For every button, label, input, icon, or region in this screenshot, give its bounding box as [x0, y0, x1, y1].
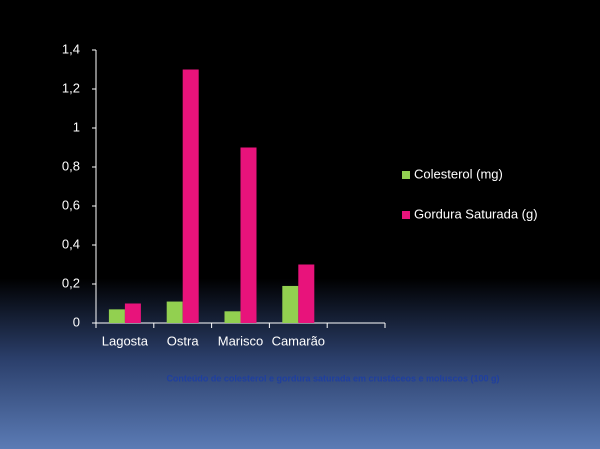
legend-swatch	[402, 171, 410, 179]
y-tick-label: 0,2	[62, 275, 80, 290]
legend-label: Gordura Saturada (g)	[414, 206, 538, 221]
x-tick-label: Ostra	[167, 333, 200, 348]
bar	[224, 311, 241, 323]
bar	[124, 303, 141, 323]
x-tick-label: Lagosta	[102, 333, 149, 348]
y-tick-label: 1	[73, 119, 80, 134]
y-tick-label: 0	[73, 314, 80, 329]
x-tick-label: Camarão	[272, 333, 325, 348]
x-tick-label: Marisco	[218, 333, 264, 348]
bar	[240, 147, 257, 323]
y-tick-label: 1,4	[62, 41, 80, 56]
legend-swatch	[402, 211, 410, 219]
bar	[298, 264, 315, 323]
caption: Conteúdo de colesterol e gordura saturad…	[166, 373, 499, 383]
y-tick-label: 0,8	[62, 158, 80, 173]
y-tick-label: 0,4	[62, 236, 80, 251]
bar	[108, 309, 125, 323]
bar	[282, 285, 299, 323]
bar	[166, 301, 183, 323]
y-tick-label: 0,6	[62, 197, 80, 212]
bar	[182, 69, 199, 323]
legend-label: Colesterol (mg)	[414, 166, 503, 181]
y-tick-label: 1,2	[62, 80, 80, 95]
